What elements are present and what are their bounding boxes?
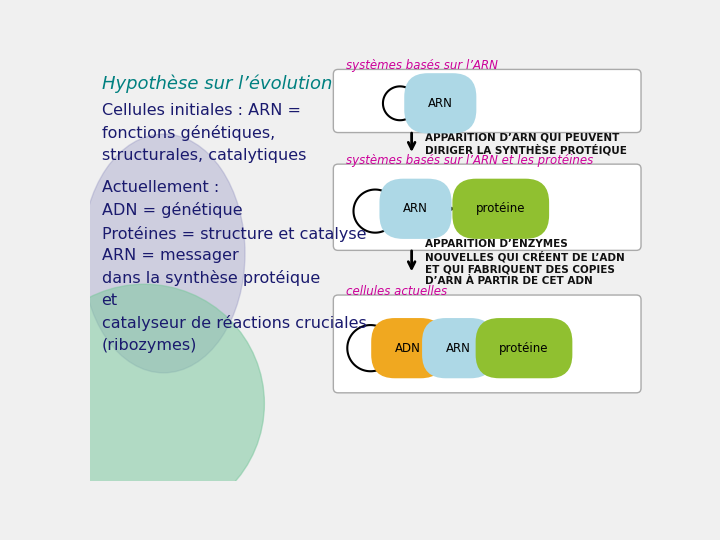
- Text: APPARITION D’ENZYMES
NOUVELLES QUI CRÉENT DE L’ADN
ET QUI FABRIQUENT DES COPIES
: APPARITION D’ENZYMES NOUVELLES QUI CRÉEN…: [425, 239, 624, 286]
- Text: Hypothèse sur l’évolution: Hypothèse sur l’évolution: [102, 75, 332, 93]
- Circle shape: [24, 284, 264, 523]
- FancyBboxPatch shape: [333, 70, 641, 132]
- Text: Cellules initiales : ARN =
fonctions génétiques,
structurales, catalytiques: Cellules initiales : ARN = fonctions gén…: [102, 103, 306, 163]
- Text: protéine: protéine: [499, 342, 549, 355]
- Text: systèmes basés sur l’ARN et les protéines: systèmes basés sur l’ARN et les protéine…: [346, 154, 593, 167]
- Text: ARN: ARN: [446, 342, 471, 355]
- Text: APPARITION D’ARN QUI PEUVENT
DIRIGER LA SYNTHÈSE PROTÉIQUE: APPARITION D’ARN QUI PEUVENT DIRIGER LA …: [425, 132, 626, 156]
- FancyBboxPatch shape: [333, 295, 641, 393]
- Text: ADN: ADN: [395, 342, 420, 355]
- FancyBboxPatch shape: [333, 164, 641, 251]
- Text: ARN: ARN: [403, 202, 428, 215]
- Ellipse shape: [82, 134, 245, 373]
- Text: protéine: protéine: [476, 202, 526, 215]
- Text: cellules actuelles: cellules actuelles: [346, 285, 447, 298]
- Text: systèmes basés sur l’ARN: systèmes basés sur l’ARN: [346, 59, 498, 72]
- Text: ARN: ARN: [428, 97, 453, 110]
- Text: Actuellement :
ADN = génétique
Protéines = structure et catalyse
ARN = messager
: Actuellement : ADN = génétique Protéines…: [102, 180, 366, 353]
